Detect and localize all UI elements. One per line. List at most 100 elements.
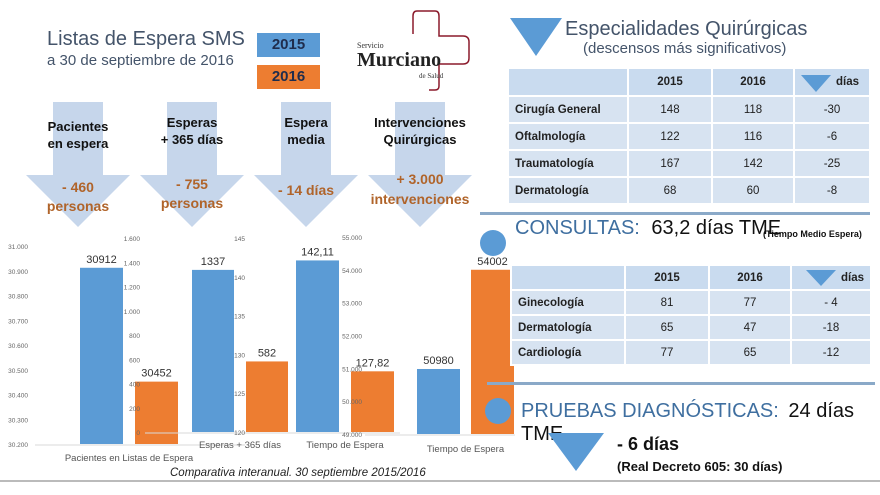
page-title: Listas de Espera SMS [47,28,245,50]
summary-value: - 755 [176,176,208,192]
category-label: Esperas + 365 días [199,440,281,451]
consultas-label: CONSULTAS: [515,217,640,239]
y-tick-label: 53.000 [342,301,362,308]
consultas-heading: CONSULTAS: 63,2 días TME [515,217,781,240]
table-row: Dermatología 65 47 -18 [510,314,872,341]
logo-line2: Murciano [357,49,442,71]
y-tick-label: 30.200 [8,442,28,449]
header-label: días [840,271,864,284]
down-triangle-icon [548,433,604,471]
y-tick-label: 200 [129,406,140,413]
cell: 60 [711,176,795,205]
summary-arrow-esperas-365: Esperas + 365 días - 755 personas [140,102,244,227]
table-row: Dermatología 68 60 -8 [507,176,871,205]
data-label: 127,82 [356,357,390,369]
y-tick-label: 30.900 [8,269,28,276]
bar-2016 [135,381,178,444]
y-tick-label: 1.200 [124,285,141,292]
category-label: Pacientes en Listas de Espera [65,453,194,464]
y-tick-label: 50.000 [342,399,362,406]
down-arrow-icon [254,102,358,227]
consultas-note: (Tiempo Medio Espera) [763,229,862,239]
category-label: Tiempo de Espera [306,440,384,451]
y-tick-label: 30.700 [8,318,28,325]
cell: -18 [790,314,872,341]
y-tick-label: 54.000 [342,268,362,275]
data-label: 582 [258,347,276,359]
divider [487,382,875,385]
cell: -6 [793,122,871,151]
pruebas-note: (Real Decreto 605: 30 días) [617,459,783,474]
y-tick-label: 31.000 [8,244,28,251]
y-tick-label: 49.000 [342,432,362,439]
cell: 122 [627,122,713,151]
summary-value: personas [46,198,110,214]
bar-2015 [192,269,234,432]
cell: Oftalmología [507,122,629,151]
table-row: Traumatología 167 142 -25 [507,149,871,178]
cell: -25 [793,149,871,178]
table-row: Cardiología 77 65 -12 [510,339,872,366]
data-label: 54002 [477,256,508,268]
summary-value: personas [160,195,224,211]
summary-heading: media [287,132,325,147]
down-triangle-icon [806,270,836,286]
down-arrow-icon [140,102,244,227]
summary-heading: + 365 días [160,132,224,147]
legend-2015: 2015 [257,33,320,57]
y-tick-label: 0 [136,430,140,437]
y-tick-label: 30.600 [8,343,28,350]
bottom-rule [0,480,880,482]
surgical-subtitle: (descensos más significativos) [583,40,787,57]
summary-heading: Pacientes [47,119,109,134]
cell: 77 [624,339,710,366]
y-tick-label: 30.500 [8,368,28,375]
y-tick-label: 55.000 [342,235,362,242]
down-triangle-icon [801,75,831,92]
bar-2016 [246,361,288,432]
y-tick-label: 30.800 [8,294,28,301]
category-label: Tiempo de Espera [427,444,505,455]
y-tick-label: 600 [129,357,140,364]
surgical-table: 2015 2016 días Cirugía General 148 118 -30 … [507,67,871,205]
logo: Servicio Murciano de Salud [355,8,475,93]
surgical-title: Especialidades Quirúrgicas [565,18,808,40]
pruebas-change: - 6 días [617,434,680,454]
summary-heading: en espera [47,136,109,151]
bar-2016 [351,371,394,432]
table-row: Ginecología 81 77- 4 [510,289,872,316]
cell: Cardiología [510,339,626,366]
summary-heading: Espera [284,115,328,130]
summary-arrow-espera-media: Espera media - 14 días [254,102,358,227]
data-label: 30452 [141,368,172,380]
y-tick-label: 125 [234,391,245,398]
cell: Ginecología [510,289,626,316]
summary-heading: Quirúrgicas [383,132,457,147]
header-cell-dias: días [793,67,871,97]
summary-value: - 14 días [277,182,335,198]
down-triangle-icon [510,18,562,56]
header-cell: 2016 [711,67,795,97]
cell: 65 [708,339,792,366]
logo-line1: Servicio [357,41,384,50]
cell: Cirugía General [507,95,629,124]
cell: 116 [711,122,795,151]
bar-2015 [80,267,123,444]
data-label: 50980 [423,355,454,367]
down-arrow-icon [26,102,130,227]
cell: 81 [624,289,710,316]
down-arrow-icon [368,102,472,227]
circle-bullet-icon [480,230,506,256]
summary-value: + 3.000 [396,171,444,187]
y-tick-label: 140 [234,275,245,282]
pruebas-heading: PRUEBAS DIAGNÓSTICAS: 24 días TME [521,400,880,446]
header-cell: 2015 [624,264,710,291]
cell: -30 [793,95,871,124]
data-label: 142,11 [301,246,334,258]
summary-arrow-intervenciones: Intervenciones Quirúrgicas + 3.000 inter… [368,102,472,227]
cell: -12 [790,339,872,366]
cell: 65 [624,314,710,341]
y-tick-label: 1.400 [124,260,141,267]
